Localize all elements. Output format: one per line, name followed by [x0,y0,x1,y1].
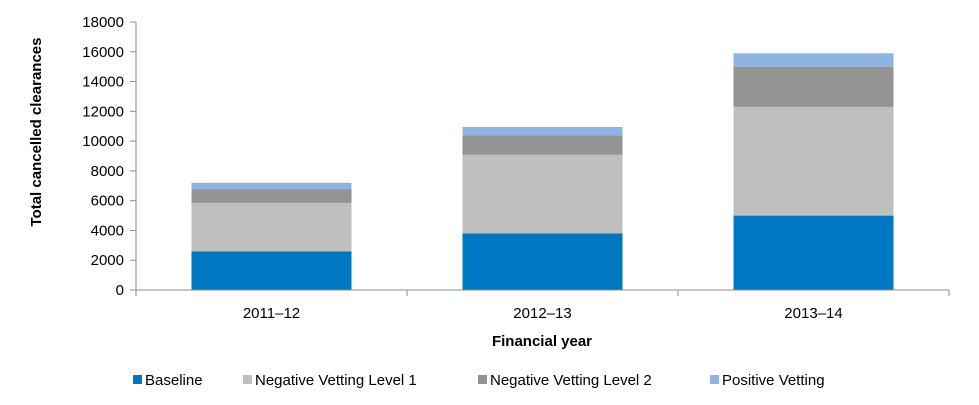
legend-label-3: Positive Vetting [722,372,825,389]
y-tick-label: 4000 [91,222,124,239]
bar-2012–13-series-1 [462,154,623,234]
y-tick-label: 14000 [82,74,124,91]
legend-label-0: Baseline [145,372,203,389]
bar-2012–13-series-3 [462,127,623,136]
x-axis-title: Financial year [492,333,592,350]
x-tick-label: 2012–13 [513,305,571,322]
legend-swatch-1 [243,375,252,384]
bar-2013–14-series-3 [733,53,894,67]
y-tick-label: 12000 [82,103,124,120]
plot-area [191,53,894,290]
x-axis-ticks: 2011–12 2012–13 2013–14 [135,290,950,322]
axes [135,22,949,291]
x-tick-label: 2011–12 [243,305,300,322]
bar-2011–12-series-2 [191,189,352,203]
legend-swatch-0 [133,375,142,384]
bar-2013–14-series-0 [733,215,894,290]
legend: Baseline Negative Vetting Level 1 Negative… [133,372,825,389]
y-axis-ticks: 0 2000 4000 6000 8000 10000 12000 14000 16000 180… [82,14,136,299]
bar-2011–12-series-1 [191,202,352,252]
legend-label-1: Negative Vetting Level 1 [255,372,417,389]
x-tick-label: 2013–14 [784,305,842,322]
bar-2012–13-series-0 [462,233,623,290]
y-tick-label: 6000 [91,193,124,210]
y-tick-label: 18000 [82,14,124,31]
bar-2011–12-series-0 [191,251,352,290]
bar-2011–12-series-3 [191,182,352,190]
y-tick-label: 10000 [82,133,124,150]
legend-swatch-2 [478,375,487,384]
bar-2012–13-series-2 [462,135,623,155]
bar-2013–14-series-1 [733,106,894,216]
y-axis-title: Total cancelled clearances [28,38,45,227]
legend-label-2: Negative Vetting Level 2 [490,372,652,389]
y-tick-label: 2000 [91,252,124,269]
legend-swatch-3 [710,375,719,384]
y-tick-label: 8000 [91,163,124,180]
y-tick-label: 0 [116,282,124,299]
y-tick-label: 16000 [82,44,124,61]
bar-2013–14-series-2 [733,66,894,107]
